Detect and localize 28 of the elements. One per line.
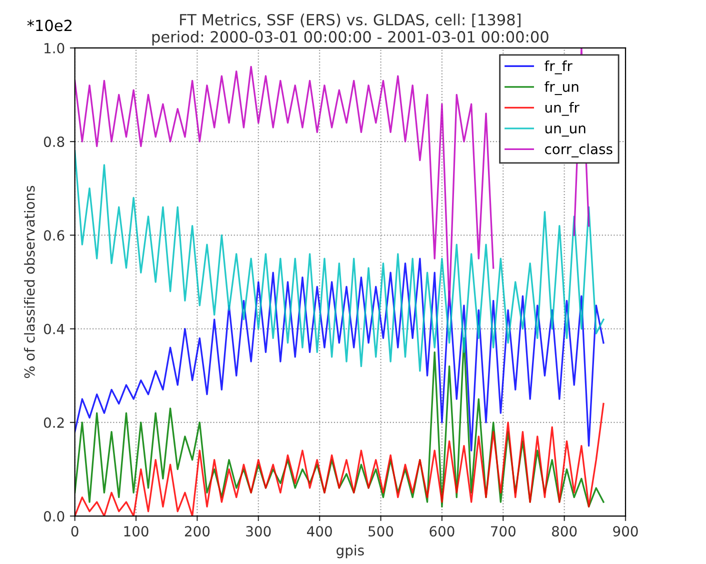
legend-label: fr_un bbox=[544, 81, 578, 96]
x-tick-label: 300 bbox=[246, 526, 271, 537]
y-tick-label: 1.0 bbox=[44, 42, 64, 54]
legend-label: un_fr bbox=[545, 102, 580, 116]
y-tick-label: 0.0 bbox=[44, 511, 64, 522]
x-tick-label: 500 bbox=[368, 526, 394, 537]
legend-label: corr_class bbox=[545, 144, 612, 158]
legend-label: un_un bbox=[545, 126, 586, 137]
x-tick-label: 800 bbox=[552, 526, 577, 537]
line-series bbox=[74, 258, 604, 452]
x-tick-label: 600 bbox=[430, 526, 454, 537]
y-tick-label: 0.2 bbox=[44, 417, 64, 428]
line-series bbox=[74, 402, 604, 516]
x-tick-label: 100 bbox=[124, 526, 148, 537]
x-axis-title: gpis bbox=[336, 544, 364, 558]
x-tick-label: 200 bbox=[184, 526, 210, 537]
text: *10e2 bbox=[27, 20, 72, 32]
x-tick-label: 0 bbox=[71, 526, 78, 537]
y-tick-label: 0.8 bbox=[44, 136, 64, 148]
legend-label: fr_fr bbox=[544, 60, 572, 74]
chart-title: FT Metrics, SSF (ERS) vs. GLDAS, cell: [1398] bbox=[180, 14, 520, 28]
x-tick-label: 700 bbox=[491, 526, 516, 537]
x-tick-label: 900 bbox=[613, 526, 638, 537]
chart-subtitle: period: 2000-03-01 00:00:00 - 2001-03-01 00:00:00 bbox=[152, 30, 548, 46]
y-tick-label: 0.4 bbox=[44, 324, 64, 334]
y-axis-title: % of classified observations bbox=[24, 186, 35, 378]
x-tick-label: 400 bbox=[307, 526, 332, 537]
y-tick-label: 0.6 bbox=[44, 230, 64, 241]
